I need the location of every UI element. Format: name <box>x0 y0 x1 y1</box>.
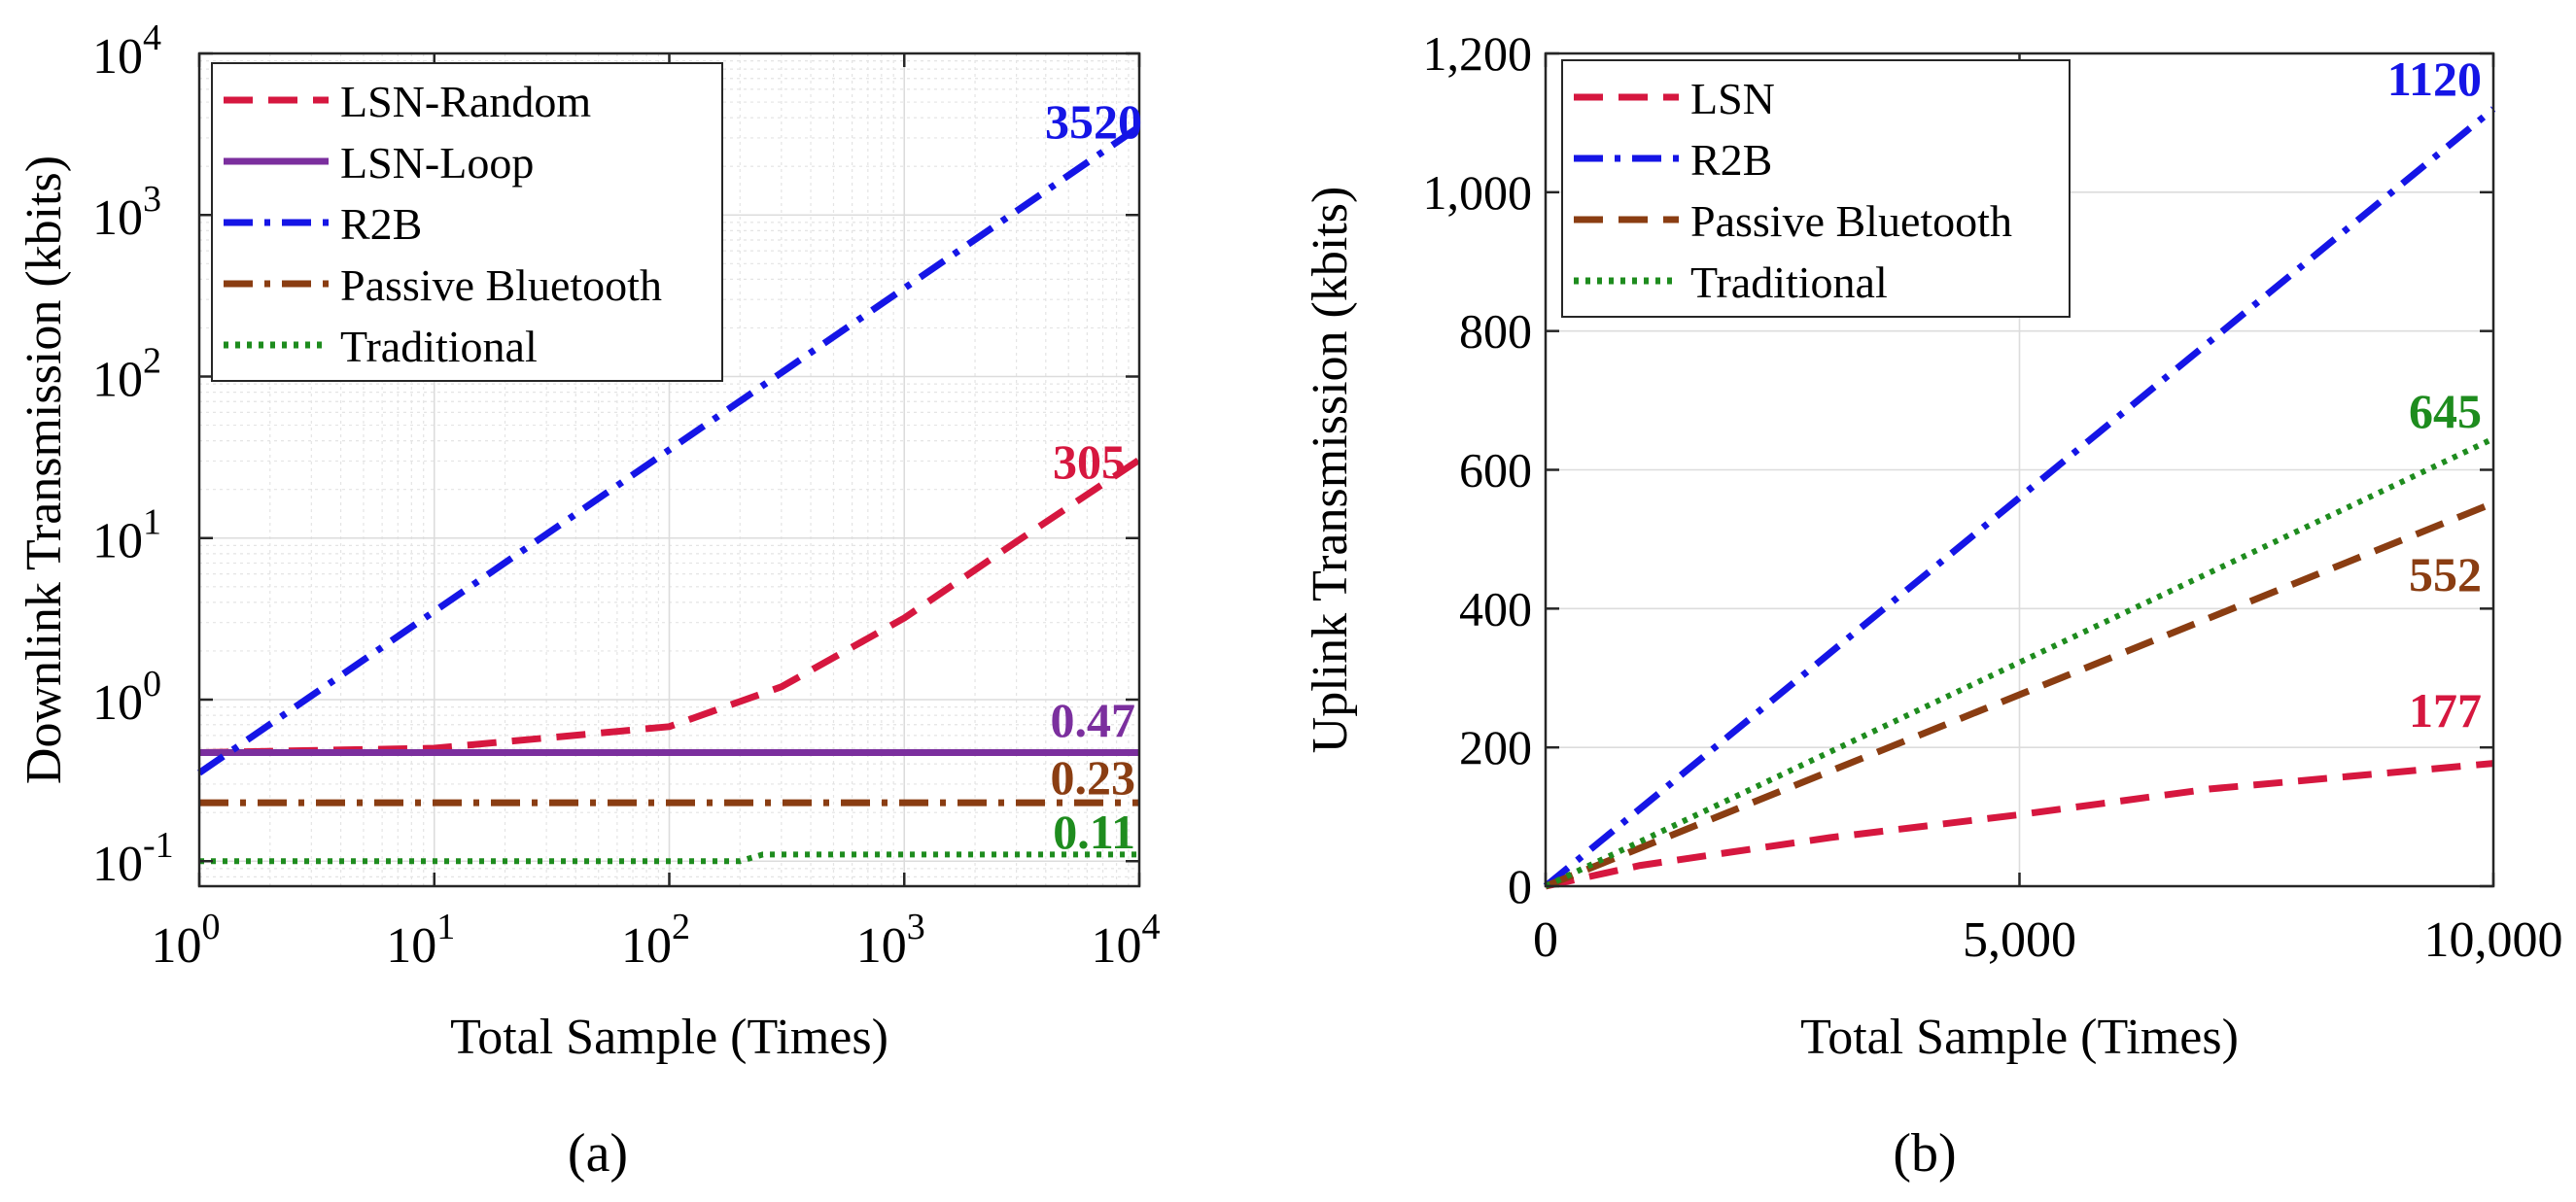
y-tick-label: 102 <box>92 340 161 407</box>
x-tick-label: 10,000 <box>2424 912 2563 968</box>
y-tick-exponent: -1 <box>143 825 174 866</box>
y-axis-label: Uplink Transmission (kbits) <box>1303 187 1358 754</box>
y-axis-label: Downlink Transmission (kbits) <box>17 155 72 784</box>
x-tick-base: 10 <box>621 918 672 974</box>
legend-label: R2B <box>1690 135 1772 185</box>
x-tick-base: 10 <box>1092 918 1142 974</box>
y-tick-base: 10 <box>92 514 143 569</box>
y-tick-label: 600 <box>1459 443 1532 498</box>
x-tick-label: 0 <box>1533 912 1558 968</box>
x-tick-label: 104 <box>1092 907 1161 974</box>
series-end-label: 177 <box>2409 683 2482 738</box>
x-axis-label: Total Sample (Times) <box>1800 1010 2239 1065</box>
legend-box <box>1561 59 2071 318</box>
caption-a: (a) <box>568 1123 628 1184</box>
y-tick-label: 800 <box>1459 304 1532 359</box>
y-tick-exponent: 4 <box>143 17 161 58</box>
series-end-label: 0.11 <box>1053 805 1135 859</box>
y-tick-label: 100 <box>92 664 161 731</box>
legend-label: LSN-Loop <box>340 138 534 188</box>
legend-label: Traditional <box>340 322 538 371</box>
x-tick-label: 100 <box>152 907 221 974</box>
series-line-traditional <box>199 851 1139 865</box>
y-tick-exponent: 0 <box>143 664 161 704</box>
x-tick-label: 102 <box>621 907 690 974</box>
series-end-label: 0.23 <box>1051 750 1136 805</box>
x-tick-exponent: 4 <box>1142 907 1161 947</box>
series-line-r2b <box>197 123 1141 776</box>
series-end-label: 552 <box>2409 547 2482 601</box>
x-tick-exponent: 0 <box>202 907 221 947</box>
x-tick-base: 10 <box>152 918 202 974</box>
y-tick-base: 10 <box>92 29 143 85</box>
y-tick-base: 10 <box>92 190 143 246</box>
y-tick-base: 10 <box>92 837 143 892</box>
y-tick-label: 10-1 <box>92 825 174 892</box>
y-tick-label: 0 <box>1508 859 1532 913</box>
y-tick-label: 1,200 <box>1423 26 1533 81</box>
legend: LSN-Random LSN-Loop R2B Passive Bluetooth Tr… <box>211 62 723 382</box>
x-tick-exponent: 1 <box>436 907 455 947</box>
series-line-lsn-random <box>198 457 1141 756</box>
legend-label: LSN <box>1690 74 1775 123</box>
series-line-passive-bluetooth <box>1544 499 2495 890</box>
series-end-label: 645 <box>2409 384 2482 438</box>
y-tick-label: 101 <box>92 502 161 569</box>
y-tick-exponent: 3 <box>143 179 161 220</box>
series-end-label: 3520 <box>1045 94 1142 149</box>
x-tick-label: 101 <box>386 907 455 974</box>
series-end-label: 0.47 <box>1051 693 1136 747</box>
panel-b-chart: 0 5,000 10,000 0 200 400 600 800 1,000 1,200 Total… <box>1303 26 2563 1065</box>
legend-label: Passive Bluetooth <box>340 260 662 310</box>
x-axis-label: Total Sample (Times) <box>450 1010 888 1065</box>
x-tick-base: 10 <box>856 918 907 974</box>
y-tick-label: 103 <box>92 179 161 246</box>
y-tick-label: 200 <box>1459 720 1532 774</box>
legend-label: R2B <box>340 199 422 249</box>
panel-a-chart: 100 101 102 103 10410-1100101102103104Total … <box>17 17 1161 1065</box>
caption-b: (b) <box>1893 1123 1956 1184</box>
series-end-label: 1120 <box>2387 52 2482 106</box>
legend-label: Passive Bluetooth <box>1690 196 2012 246</box>
legend-label: LSN-Random <box>340 77 591 126</box>
y-tick-base: 10 <box>92 352 143 407</box>
legend: LSN R2B Passive Bluetooth Traditional <box>1561 59 2071 318</box>
series-line-lsn <box>1545 760 2494 890</box>
y-tick-label: 400 <box>1459 581 1532 635</box>
x-tick-base: 10 <box>386 918 436 974</box>
x-tick-label: 5,000 <box>1963 912 2076 968</box>
x-tick-exponent: 2 <box>672 907 690 947</box>
y-tick-exponent: 1 <box>143 502 161 543</box>
x-tick-exponent: 3 <box>907 907 925 947</box>
legend-label: Traditional <box>1690 258 1888 307</box>
y-tick-exponent: 2 <box>143 340 161 381</box>
x-tick-label: 103 <box>856 907 925 974</box>
series-end-label: 305 <box>1053 434 1126 489</box>
y-tick-label: 104 <box>92 17 161 85</box>
y-tick-base: 10 <box>92 675 143 731</box>
y-tick-label: 1,000 <box>1423 165 1533 220</box>
